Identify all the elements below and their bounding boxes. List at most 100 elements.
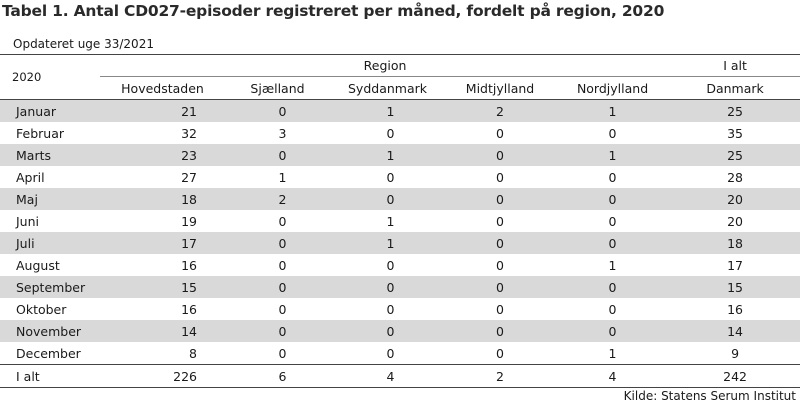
value-cell: 1 xyxy=(555,342,671,365)
value-cell: 8 xyxy=(100,342,225,365)
value-cell: 0 xyxy=(225,320,330,342)
region-group-header: Region xyxy=(100,54,671,77)
value-cell: 0 xyxy=(225,298,330,320)
value-cell: 0 xyxy=(445,232,555,254)
value-cell: 1 xyxy=(330,144,445,166)
year-header: 2020 xyxy=(0,54,100,100)
value-cell: 1 xyxy=(555,144,671,166)
table-row: Juli 17 0 1 0 0 18 xyxy=(0,232,800,254)
value-cell: 1 xyxy=(330,99,445,122)
value-cell: 23 xyxy=(100,144,225,166)
value-cell: 0 xyxy=(555,232,671,254)
value-cell: 0 xyxy=(330,188,445,210)
value-cell: 0 xyxy=(555,298,671,320)
value-cell: 0 xyxy=(225,276,330,298)
table-body: Januar 21 0 1 2 1 25 Februar 32 3 0 0 0 35 Marts 23 0 1 0 1… xyxy=(0,99,800,388)
value-cell: 0 xyxy=(225,254,330,276)
value-cell: 25 xyxy=(670,99,800,122)
value-cell: 0 xyxy=(330,298,445,320)
value-cell: 2 xyxy=(225,188,330,210)
value-cell: 1 xyxy=(225,166,330,188)
value-cell: 0 xyxy=(225,210,330,232)
value-cell: 3 xyxy=(225,122,330,144)
value-cell: 0 xyxy=(330,254,445,276)
table-row: Marts 23 0 1 0 1 25 xyxy=(0,144,800,166)
value-cell: 19 xyxy=(100,210,225,232)
value-cell: 14 xyxy=(670,320,800,342)
total-value-cell: 2 xyxy=(445,364,555,388)
column-header: Nordjylland xyxy=(555,76,671,100)
table-row: Oktober 16 0 0 0 0 16 xyxy=(0,298,800,320)
value-cell: 16 xyxy=(100,254,225,276)
episodes-table: 2020 Region I alt Hovedstaden Sjælland S… xyxy=(0,54,800,388)
column-header: Sjælland xyxy=(225,76,330,100)
value-cell: 0 xyxy=(445,166,555,188)
total-value-cell: 226 xyxy=(100,364,225,388)
value-cell: 0 xyxy=(445,254,555,276)
table-row: September 15 0 0 0 0 15 xyxy=(0,276,800,298)
value-cell: 0 xyxy=(445,276,555,298)
value-cell: 0 xyxy=(445,210,555,232)
value-cell: 0 xyxy=(555,276,671,298)
value-cell: 1 xyxy=(330,210,445,232)
value-cell: 16 xyxy=(670,298,800,320)
value-cell: 17 xyxy=(670,254,800,276)
value-cell: 0 xyxy=(330,320,445,342)
table-title: Tabel 1. Antal CD027-episoder registrere… xyxy=(2,2,665,20)
value-cell: 0 xyxy=(225,99,330,122)
value-cell: 0 xyxy=(555,122,671,144)
table-row: Februar 32 3 0 0 0 35 xyxy=(0,122,800,144)
value-cell: 0 xyxy=(445,144,555,166)
updated-note: Opdateret uge 33/2021 xyxy=(13,37,154,51)
month-cell: September xyxy=(0,276,100,298)
column-header: Danmark xyxy=(670,76,800,100)
value-cell: 0 xyxy=(445,298,555,320)
value-cell: 0 xyxy=(445,342,555,365)
total-label: I alt xyxy=(0,364,100,388)
month-cell: Juli xyxy=(0,232,100,254)
column-header: Syddanmark xyxy=(330,76,445,100)
value-cell: 18 xyxy=(670,232,800,254)
value-cell: 18 xyxy=(100,188,225,210)
month-cell: August xyxy=(0,254,100,276)
total-group-header: I alt xyxy=(670,54,800,77)
table-row: Juni 19 0 1 0 0 20 xyxy=(0,210,800,232)
value-cell: 0 xyxy=(330,122,445,144)
source-note: Kilde: Statens Serum Institut xyxy=(623,389,796,403)
value-cell: 1 xyxy=(555,254,671,276)
value-cell: 25 xyxy=(670,144,800,166)
month-cell: Marts xyxy=(0,144,100,166)
total-value-cell: 4 xyxy=(330,364,445,388)
column-header: Midtjylland xyxy=(445,76,555,100)
table-row: November 14 0 0 0 0 14 xyxy=(0,320,800,342)
month-cell: November xyxy=(0,320,100,342)
value-cell: 0 xyxy=(445,320,555,342)
value-cell: 0 xyxy=(555,188,671,210)
value-cell: 0 xyxy=(330,166,445,188)
table-row: August 16 0 0 0 1 17 xyxy=(0,254,800,276)
value-cell: 28 xyxy=(670,166,800,188)
value-cell: 0 xyxy=(445,188,555,210)
month-cell: Juni xyxy=(0,210,100,232)
value-cell: 35 xyxy=(670,122,800,144)
value-cell: 20 xyxy=(670,210,800,232)
value-cell: 1 xyxy=(330,232,445,254)
value-cell: 0 xyxy=(330,276,445,298)
value-cell: 2 xyxy=(445,99,555,122)
table-row: December 8 0 0 0 1 9 xyxy=(0,342,800,365)
value-cell: 15 xyxy=(670,276,800,298)
total-value-cell: 6 xyxy=(225,364,330,388)
month-cell: Maj xyxy=(0,188,100,210)
total-value-cell: 4 xyxy=(555,364,671,388)
value-cell: 0 xyxy=(445,122,555,144)
table-row: Maj 18 2 0 0 0 20 xyxy=(0,188,800,210)
value-cell: 1 xyxy=(555,99,671,122)
month-cell: Oktober xyxy=(0,298,100,320)
month-cell: Februar xyxy=(0,122,100,144)
table-row: Januar 21 0 1 2 1 25 xyxy=(0,99,800,122)
total-value-cell: 242 xyxy=(670,364,800,388)
value-cell: 32 xyxy=(100,122,225,144)
value-cell: 27 xyxy=(100,166,225,188)
value-cell: 0 xyxy=(225,342,330,365)
value-cell: 0 xyxy=(225,144,330,166)
